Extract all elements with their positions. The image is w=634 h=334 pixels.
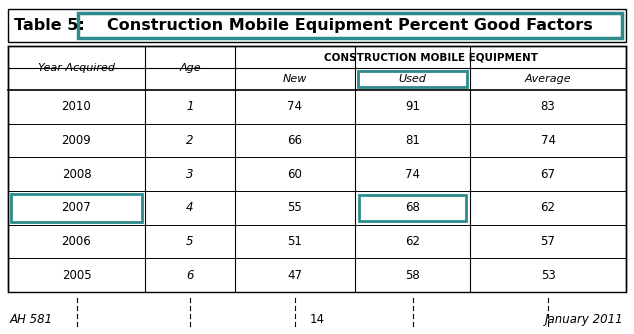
Text: 2006: 2006 xyxy=(61,235,91,248)
Text: CONSTRUCTION MOBILE EQUIPMENT: CONSTRUCTION MOBILE EQUIPMENT xyxy=(323,52,538,62)
Text: Construction Mobile Equipment Percent Good Factors: Construction Mobile Equipment Percent Go… xyxy=(107,18,593,33)
Text: 5: 5 xyxy=(186,235,194,248)
Text: 4: 4 xyxy=(186,201,194,214)
Text: 68: 68 xyxy=(405,201,420,214)
Text: Age: Age xyxy=(179,63,201,73)
Text: 58: 58 xyxy=(405,269,420,282)
Text: 47: 47 xyxy=(287,269,302,282)
Text: 6: 6 xyxy=(186,269,194,282)
Text: 74: 74 xyxy=(287,100,302,113)
Text: AH 581: AH 581 xyxy=(10,313,53,326)
Text: 14: 14 xyxy=(309,313,325,326)
Bar xyxy=(8,46,626,292)
Text: 62: 62 xyxy=(541,201,555,214)
Text: Used: Used xyxy=(399,74,427,84)
Text: 51: 51 xyxy=(288,235,302,248)
Text: 57: 57 xyxy=(541,235,555,248)
Text: 2005: 2005 xyxy=(61,269,91,282)
Text: New: New xyxy=(283,74,307,84)
Text: Year Acquired: Year Acquired xyxy=(38,63,115,73)
Text: 2008: 2008 xyxy=(61,168,91,181)
Bar xyxy=(8,157,626,191)
Bar xyxy=(8,124,626,157)
Text: 60: 60 xyxy=(288,168,302,181)
Text: 2007: 2007 xyxy=(61,201,91,214)
Bar xyxy=(8,258,626,292)
Bar xyxy=(8,9,626,42)
Bar xyxy=(11,194,142,222)
Text: 74: 74 xyxy=(405,168,420,181)
Bar xyxy=(8,90,626,124)
Text: 91: 91 xyxy=(405,100,420,113)
Bar xyxy=(358,71,467,87)
Bar xyxy=(78,13,622,38)
Text: 3: 3 xyxy=(186,168,194,181)
Text: 1: 1 xyxy=(186,100,194,113)
Text: 2: 2 xyxy=(186,134,194,147)
Text: January 2011: January 2011 xyxy=(545,313,624,326)
Text: 66: 66 xyxy=(287,134,302,147)
Text: 74: 74 xyxy=(541,134,555,147)
Text: 53: 53 xyxy=(541,269,555,282)
Text: Table 5:: Table 5: xyxy=(14,18,85,33)
Bar xyxy=(8,46,626,90)
Text: 81: 81 xyxy=(405,134,420,147)
Text: 2009: 2009 xyxy=(61,134,91,147)
Bar xyxy=(359,195,466,221)
Text: Average: Average xyxy=(525,74,571,84)
Text: 2010: 2010 xyxy=(61,100,91,113)
Text: 83: 83 xyxy=(541,100,555,113)
Text: 62: 62 xyxy=(405,235,420,248)
Bar xyxy=(8,225,626,258)
Text: 55: 55 xyxy=(288,201,302,214)
Bar xyxy=(8,191,626,225)
Text: 67: 67 xyxy=(541,168,555,181)
